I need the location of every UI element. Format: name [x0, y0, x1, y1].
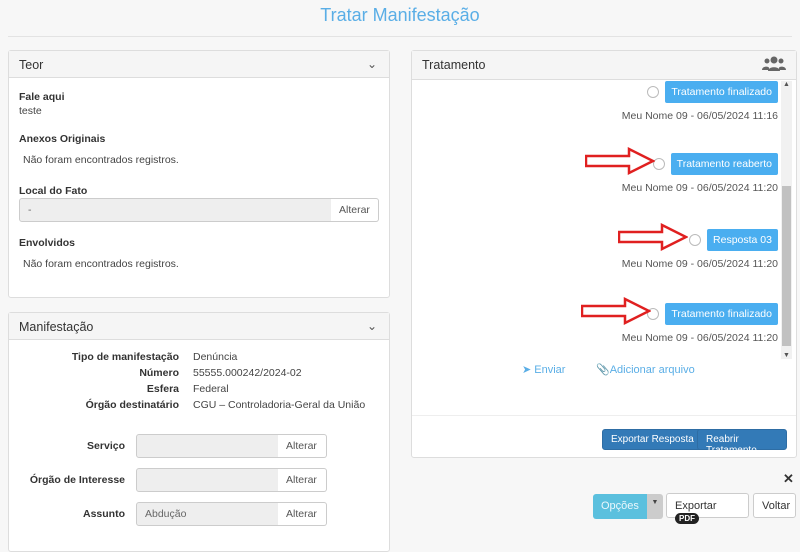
input-field[interactable]: Abdução	[136, 502, 279, 526]
local-alterar-button[interactable]: Alterar	[331, 198, 379, 222]
input-label: Serviço	[87, 440, 125, 452]
field-value: CGU – Controladoria-Geral da União	[193, 399, 366, 411]
tratamento-header: Tratamento	[412, 51, 796, 80]
paper-plane-icon: ➤	[522, 364, 532, 376]
input-label: Órgão de Interesse	[29, 474, 125, 486]
field-label: Tipo de manifestação	[71, 351, 179, 363]
scrollbar[interactable]: ▲ ▼	[781, 81, 792, 359]
reopen-treatment-button[interactable]: Reabrir Tratamento	[697, 429, 787, 456]
options-button-group: Opções ▼	[593, 494, 663, 519]
manifestacao-title: Manifestação	[19, 320, 94, 334]
options-button[interactable]: Opções	[593, 494, 647, 519]
paperclip-icon: 📎	[596, 364, 610, 376]
alterar-button[interactable]: Alterar	[278, 434, 327, 458]
alterar-button[interactable]: Alterar	[278, 502, 327, 526]
chevron-down-icon[interactable]: ⌄	[366, 57, 377, 71]
export-label: Exportar	[675, 500, 717, 512]
scrollbar-thumb[interactable]	[782, 186, 791, 346]
input-field[interactable]	[136, 434, 279, 458]
entry-meta: Meu Nome 09 - 06/05/2024 11:20	[621, 258, 778, 270]
field-label: Número	[139, 367, 179, 379]
local-label: Local do Fato	[19, 185, 88, 197]
red-arrow-icon	[618, 223, 688, 251]
field-label: Esfera	[146, 383, 179, 395]
entry-status: Tratamento finalizado	[647, 81, 778, 103]
field-value: Denúncia	[193, 351, 238, 363]
fale-value: teste	[19, 105, 42, 117]
alterar-button[interactable]: Alterar	[278, 468, 327, 492]
entry-radio[interactable]	[652, 158, 665, 170]
export-pdf-button[interactable]: Exportar PDF	[666, 493, 749, 524]
manifestacao-header[interactable]: Manifestação ⌄	[9, 313, 389, 340]
send-link[interactable]: ➤ Enviar	[522, 363, 565, 376]
envolvidos-label: Envolvidos	[19, 237, 76, 249]
local-input[interactable]: -	[19, 198, 332, 222]
tratamento-title: Tratamento	[422, 58, 486, 72]
manifestacao-panel: Manifestação ⌄ Tipo de manifestação Denúnc…	[8, 312, 390, 552]
entry-status: Resposta 03	[689, 229, 778, 251]
entry-meta: Meu Nome 09 - 06/05/2024 11:20	[621, 182, 778, 194]
teor-panel: Teor ⌄ Fale aqui teste Anexos Originais N…	[8, 50, 390, 298]
teor-header[interactable]: Teor ⌄	[9, 51, 389, 78]
status-badge: Tratamento finalizado	[665, 81, 778, 103]
export-response-button[interactable]: Exportar Resposta	[602, 429, 703, 450]
field-value: 55555.000242/2024-02	[193, 367, 302, 379]
entry-radio[interactable]	[689, 234, 702, 246]
send-label: Enviar	[534, 364, 566, 376]
input-label: Assunto	[83, 508, 125, 520]
attach-label: Adicionar arquivo	[609, 364, 695, 376]
entry-meta: Meu Nome 09 - 06/05/2024 11:20	[621, 332, 778, 344]
status-badge: Resposta 03	[707, 229, 778, 251]
entry-status: Tratamento finalizado	[647, 303, 778, 325]
divider	[412, 415, 796, 416]
users-icon	[762, 56, 786, 71]
fale-label: Fale aqui	[19, 91, 65, 103]
scroll-down-icon[interactable]: ▼	[783, 352, 790, 359]
status-badge: Tratamento finalizado	[665, 303, 778, 325]
field-label: Órgão destinatário	[85, 399, 179, 411]
teor-title: Teor	[19, 58, 44, 72]
pdf-badge: PDF	[675, 513, 699, 524]
red-arrow-icon	[581, 297, 651, 325]
envolvidos-empty: Não foram encontrados registros.	[23, 258, 179, 270]
divider	[8, 36, 792, 37]
entry-meta: Meu Nome 09 - 06/05/2024 11:16	[621, 110, 778, 122]
back-button[interactable]: Voltar	[753, 493, 796, 518]
red-arrow-icon	[585, 147, 655, 175]
attach-link[interactable]: 📎Adicionar arquivo	[596, 363, 695, 376]
caret-down-icon[interactable]: ▼	[647, 494, 663, 519]
anexos-label: Anexos Originais	[19, 133, 106, 145]
entry-status: Tratamento reaberto	[652, 153, 778, 175]
tratamento-panel: Tratamento Tratamento finalizado Meu Nom…	[411, 50, 797, 458]
page-title: Tratar Manifestação	[320, 5, 480, 25]
scroll-up-icon[interactable]: ▲	[783, 81, 790, 88]
anexos-empty: Não foram encontrados registros.	[23, 154, 179, 166]
close-icon[interactable]: ✕	[783, 471, 794, 486]
status-badge: Tratamento reaberto	[670, 153, 778, 175]
field-value: Federal	[193, 383, 229, 395]
input-field[interactable]	[136, 468, 279, 492]
entry-radio[interactable]	[647, 86, 660, 98]
tratamento-history: Tratamento finalizado Meu Nome 09 - 06/0…	[412, 81, 796, 359]
chevron-down-icon[interactable]: ⌄	[366, 319, 377, 333]
